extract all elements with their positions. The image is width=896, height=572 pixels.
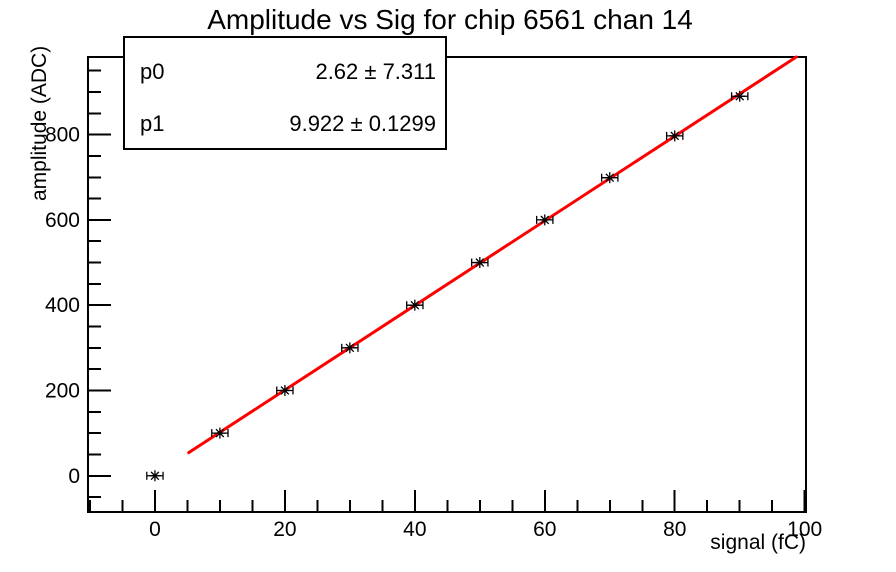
- x-tick-label: 20: [273, 518, 296, 541]
- data-point: [536, 214, 554, 226]
- y-tick-label: 200: [45, 379, 80, 402]
- marker-spoke: [475, 258, 485, 267]
- stats-param-p1: p1: [140, 111, 164, 136]
- data-point: [730, 90, 749, 102]
- data-point: [146, 470, 164, 482]
- marker-spoke: [670, 131, 680, 141]
- x-tick-label: 60: [533, 518, 556, 541]
- fit-line: [187, 55, 798, 455]
- marker-spoke: [150, 471, 160, 481]
- marker-spoke: [540, 215, 550, 225]
- stats-box: p0 2.62 ± 7.311 p1 9.922 ± 0.1299: [123, 36, 447, 150]
- y-tick-label: 400: [45, 294, 80, 317]
- y-axis-title: amplitude (ADC): [28, 46, 51, 201]
- stats-value-p1: 9.922 ± 0.1299: [289, 111, 436, 136]
- x-tick-label: 100: [787, 518, 822, 541]
- data-point: [276, 384, 294, 396]
- marker-spoke: [410, 300, 420, 310]
- x-tick-label: 0: [149, 518, 161, 541]
- axis-ticks: [88, 69, 806, 512]
- x-tick-label: 80: [663, 518, 686, 541]
- data-point: [406, 299, 424, 311]
- stats-value-p0: 2.62 ± 7.311: [315, 59, 436, 84]
- y-tick-label: 0: [68, 465, 80, 488]
- data-point: [211, 427, 229, 439]
- data-point: [471, 257, 489, 269]
- stats-box-frame: [123, 36, 447, 150]
- y-tick-label: 600: [45, 209, 80, 232]
- fit-line-layer: [187, 55, 798, 455]
- y-tick-label: 800: [45, 124, 80, 147]
- data-point: [341, 342, 359, 354]
- marker-spoke: [215, 428, 225, 438]
- data-point: [600, 172, 619, 184]
- axis-tick-labels: 0 20 40 60 80 100 0 200 400 600 800: [45, 124, 822, 541]
- marker-spoke: [280, 386, 290, 395]
- marker-spoke: [735, 91, 745, 101]
- data-points-layer: [146, 90, 749, 482]
- x-axis-title: signal (fC): [710, 531, 806, 554]
- marker-spoke: [345, 343, 355, 353]
- marker-spoke: [605, 173, 615, 183]
- stats-param-p0: p0: [140, 59, 164, 84]
- data-point: [665, 130, 684, 142]
- x-tick-label: 40: [403, 518, 426, 541]
- chart-title: Amplitude vs Sig for chip 6561 chan 14: [207, 4, 693, 35]
